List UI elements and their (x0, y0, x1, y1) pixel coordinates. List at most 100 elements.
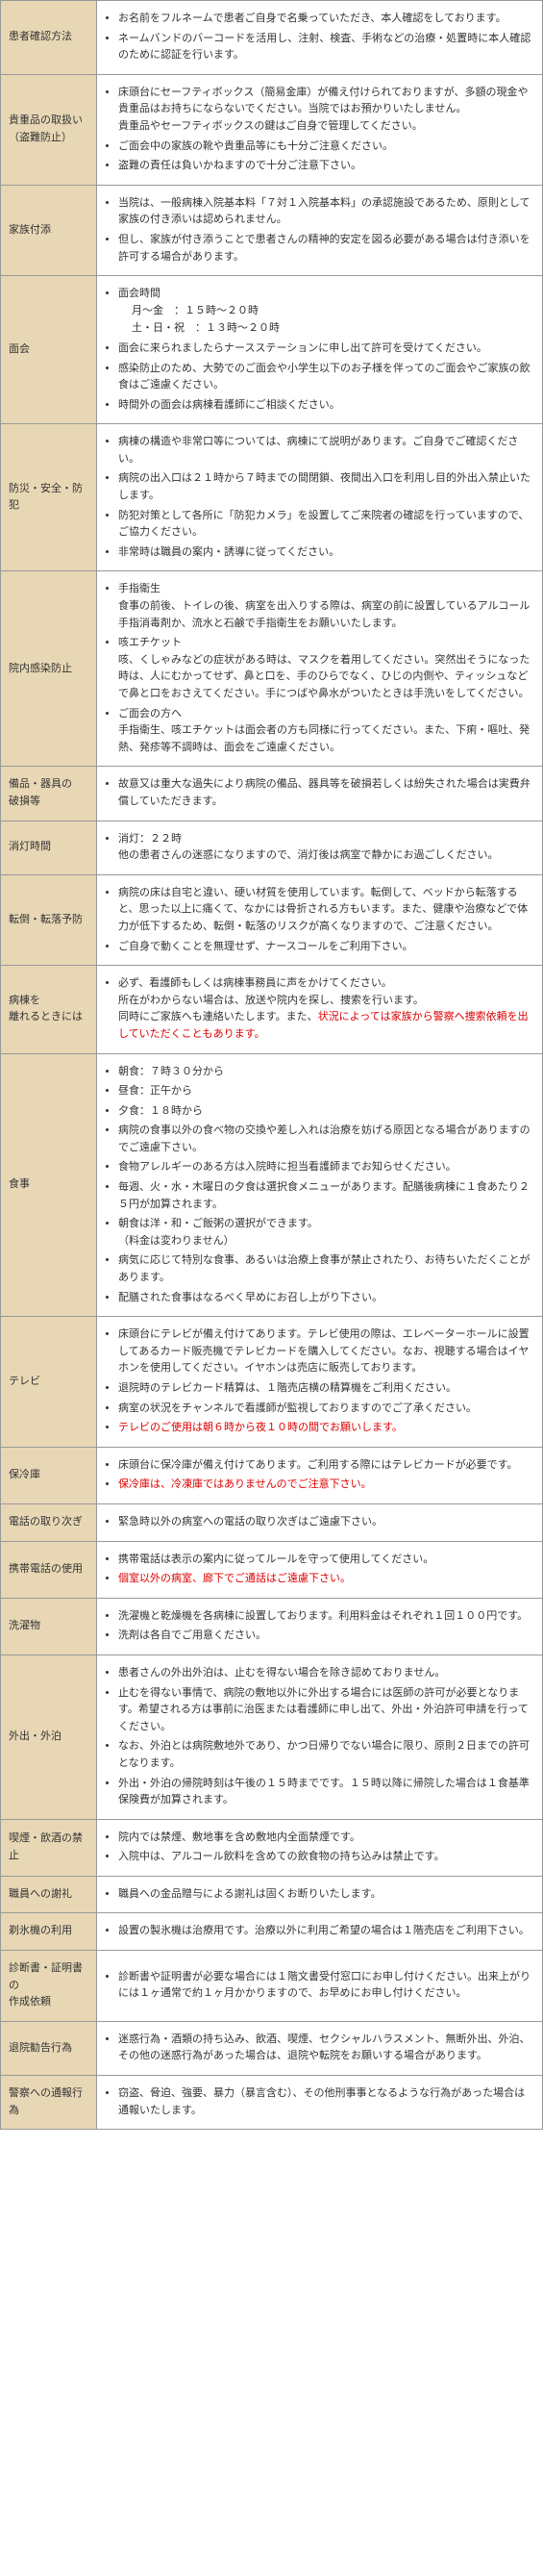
row-content: 床頭台にセーフティボックス（簡易金庫）が備え付けられておりますが、多額の現金や貴… (97, 74, 543, 185)
row-content: 当院は、一般病棟入院基本料「７対１入院基本料」の承認施設であるため、原則として家… (97, 185, 543, 275)
list-item: 携帯電話は表示の案内に従ってルールを守って使用してください。 (118, 1552, 534, 1569)
item-list: 面会時間月～金 ：１５時～２０時土・日・祝 ：１３時～２０時面会に来られましたら… (105, 286, 534, 414)
list-item: 朝食：７時３０分から (118, 1064, 534, 1081)
item-text: 当院は、一般病棟入院基本料「７対１入院基本料」の承認施設であるため、原則として家… (118, 197, 531, 226)
item-text: 迷惑行為・酒類の持ち込み、飲酒、喫煙、セクシャルハラスメント、無断外出、外泊、そ… (118, 2033, 531, 2062)
table-row: 洗濯物 洗濯機と乾燥機を各病棟に設置しております。利用料金はそれぞれ１回１００円で… (1, 1598, 543, 1654)
row-content: 手指衛生食事の前後、トイレの後、病室を出入りする際は、病室の前に設置しているアル… (97, 571, 543, 767)
list-item: 床頭台にセーフティボックス（簡易金庫）が備え付けられておりますが、多額の現金や貴… (118, 85, 534, 136)
row-label: 外出・外泊 (1, 1654, 97, 1819)
row-content: お名前をフルネームで患者ご自身で名乗っていただき、本人確認をしております。ネーム… (97, 1, 543, 75)
item-text: 窃盗、脅迫、強要、暴力（暴言含む）、その他刑事事となるような行為があった場合は通… (118, 2087, 525, 2116)
item-text-red: 個室以外の病室、廊下でご通話はご遠慮下さい。 (118, 1573, 351, 1584)
list-item: 緊急時以外の病室への電話の取り次ぎはご遠慮下さい。 (118, 1514, 534, 1531)
row-label: 洗濯物 (1, 1598, 97, 1654)
item-list: 緊急時以外の病室への電話の取り次ぎはご遠慮下さい。 (105, 1514, 534, 1531)
item-text: ご自身で動くことを無理せず、ナースコールをご利用下さい。 (118, 941, 413, 952)
list-item: 病気に応じて特別な食事、あるいは治療上食事が禁止されたり、お待ちいただくことがあ… (118, 1252, 534, 1286)
row-content: 携帯電話は表示の案内に従ってルールを守って使用してください。個室以外の病室、廊下… (97, 1541, 543, 1598)
table-row: 退院勧告行為迷惑行為・酒類の持ち込み、飲酒、喫煙、セクシャルハラスメント、無断外… (1, 2021, 543, 2075)
row-label: 退院勧告行為 (1, 2021, 97, 2075)
item-list: お名前をフルネームで患者ご自身で名乗っていただき、本人確認をしております。ネーム… (105, 11, 534, 64)
list-item: ご自身で動くことを無理せず、ナースコールをご利用下さい。 (118, 939, 534, 956)
list-item: 診断書や証明書が必要な場合には１階文書受付窓口にお申し付けください。出来上がりに… (118, 1969, 534, 2003)
row-label: 食事 (1, 1053, 97, 1317)
row-content: 消灯：２２時他の患者さんの迷惑になりますので、消灯後は病室で静かにお過ごしくださ… (97, 821, 543, 874)
table-row: 外出・外泊患者さんの外出外泊は、止むを得ない場合を除き認めておりません。止むを得… (1, 1654, 543, 1819)
row-content: 床頭台に保冷庫が備え付けてあります。ご利用する際にはテレビカードが必要です。保冷… (97, 1447, 543, 1503)
list-item: ご面会中の家族の靴や貴重品等にも十分ご注意ください。 (118, 139, 534, 156)
list-item: 面会時間月～金 ：１５時～２０時土・日・祝 ：１３時～２０時 (118, 286, 534, 338)
list-item: 止むを得ない事情で、病院の敷地以外に外出する場合には医師の許可が必要となります。… (118, 1685, 534, 1736)
item-text: 洗濯機と乾燥機を各病棟に設置しております。利用料金はそれぞれ１回１００円です。 (118, 1610, 528, 1622)
item-text: 退院時のテレビカード精算は、１階売店横の精算機をご利用ください。 (118, 1382, 457, 1394)
table-row: 面会面会時間月～金 ：１５時～２０時土・日・祝 ：１３時～２０時面会に来られまし… (1, 276, 543, 424)
table-row: 備品・器具の破損等故意又は重大な過失により病院の備品、器具等を破損若しくは紛失さ… (1, 767, 543, 821)
item-list: 手指衛生食事の前後、トイレの後、病室を出入りする際は、病室の前に設置しているアル… (105, 581, 534, 756)
table-row: 家族付添当院は、一般病棟入院基本料「７対１入院基本料」の承認施設であるため、原則… (1, 185, 543, 275)
list-item: 面会に来られましたらナースステーションに申し出て許可を受けてください。 (118, 341, 534, 358)
list-item: 洗濯機と乾燥機を各病棟に設置しております。利用料金はそれぞれ１回１００円です。 (118, 1608, 534, 1626)
list-item: 咳エチケット咳、くしゃみなどの症状がある時は、マスクを着用してください。突然出そ… (118, 635, 534, 702)
row-label: 電話の取り次ぎ (1, 1503, 97, 1541)
list-item: 個室以外の病室、廊下でご通話はご遠慮下さい。 (118, 1571, 534, 1588)
list-item: お名前をフルネームで患者ご自身で名乗っていただき、本人確認をしております。 (118, 11, 534, 28)
row-label: 転倒・転落予防 (1, 874, 97, 965)
row-label: 喫煙・飲酒の禁止 (1, 1819, 97, 1876)
list-item: 退院時のテレビカード精算は、１階売店横の精算機をご利用ください。 (118, 1380, 534, 1398)
row-label: 備品・器具の破損等 (1, 767, 97, 821)
list-item: 食物アレルギーのある方は入院時に担当看護師までお知らせください。 (118, 1159, 534, 1176)
item-text: 朝食：７時３０分から (118, 1066, 224, 1077)
list-item: 毎週、火・水・木曜日の夕食は選択食メニューがあります。配膳後病棟に１食あたり２５… (118, 1179, 534, 1213)
table-row: 消灯時間消灯：２２時他の患者さんの迷惑になりますので、消灯後は病室で静かにお過ご… (1, 821, 543, 874)
sub-text: 土・日・祝 ：１３時～２０時 (132, 320, 534, 338)
row-label: 保冷庫 (1, 1447, 97, 1503)
item-text: 朝食は洋・和・ご飯粥の選択ができます。（料金は変わりません） (118, 1218, 318, 1247)
row-content: 職員への金品贈与による謝礼は固くお断りいたします。 (97, 1876, 543, 1913)
item-text: 止むを得ない事情で、病院の敷地以外に外出する場合には医師の許可が必要となります。… (118, 1687, 529, 1732)
item-text: ネームバンドのバーコードを活用し、注射、検査、手術などの治療・処置時に本人確認の… (118, 33, 531, 62)
item-text: 携帯電話は表示の案内に従ってルールを守って使用してください。 (118, 1553, 433, 1565)
list-item: 夕食：１８時から (118, 1103, 534, 1121)
item-text: 入院中は、アルコール飲料を含めての飲食物の持ち込みは禁止です。 (118, 1851, 445, 1862)
item-text: 消灯：２２時他の患者さんの迷惑になりますので、消灯後は病室で静かにお過ごしくださ… (118, 833, 499, 862)
table-row: 転倒・転落予防病院の床は自宅と違い、硬い材質を使用しています。転倒して、ベッドか… (1, 874, 543, 965)
item-text: 患者さんの外出外泊は、止むを得ない場合を除き認めておりません。 (118, 1667, 445, 1679)
row-content: 緊急時以外の病室への電話の取り次ぎはご遠慮下さい。 (97, 1503, 543, 1541)
list-item: ネームバンドのバーコードを活用し、注射、検査、手術などの治療・処置時に本人確認の… (118, 31, 534, 64)
list-item: 設置の製氷機は治療用です。治療以外に利用ご希望の場合は１階売店をご利用下さい。 (118, 1923, 534, 1940)
row-content: 面会時間月～金 ：１５時～２０時土・日・祝 ：１３時～２０時面会に来られましたら… (97, 276, 543, 424)
row-label: 職員への謝礼 (1, 1876, 97, 1913)
item-list: 院内では禁煙、敷地事を含め敷地内全面禁煙です。入院中は、アルコール飲料を含めての… (105, 1830, 534, 1866)
row-label: 病棟を離れるときには (1, 966, 97, 1053)
list-item: 病室の状況をチャンネルで看護師が監視しておりますのでご了承ください。 (118, 1401, 534, 1418)
item-list: 携帯電話は表示の案内に従ってルールを守って使用してください。個室以外の病室、廊下… (105, 1552, 534, 1588)
item-text: 病院の食事以外の食べ物の交換や差し入れは治療を妨げる原因となる場合がありますので… (118, 1124, 531, 1153)
list-item: 患者さんの外出外泊は、止むを得ない場合を除き認めておりません。 (118, 1665, 534, 1682)
list-item: 非常時は職員の案内・誘導に従ってください。 (118, 544, 534, 562)
row-content: 患者さんの外出外泊は、止むを得ない場合を除き認めておりません。止むを得ない事情で… (97, 1654, 543, 1819)
table-row: 電話の取り次ぎ 緊急時以外の病室への電話の取り次ぎはご遠慮下さい。 (1, 1503, 543, 1541)
list-item: 床頭台に保冷庫が備え付けてあります。ご利用する際にはテレビカードが必要です。 (118, 1457, 534, 1475)
item-list: 病棟の構造や非常口等については、病棟にて説明があります。ご自身でご確認ください。… (105, 434, 534, 561)
list-item: 時間外の面会は病棟看護師にご相談ください。 (118, 397, 534, 415)
list-item: 手指衛生食事の前後、トイレの後、病室を出入りする際は、病室の前に設置しているアル… (118, 581, 534, 632)
item-list: 床頭台に保冷庫が備え付けてあります。ご利用する際にはテレビカードが必要です。保冷… (105, 1457, 534, 1494)
item-text: 床頭台にテレビが備え付けてあります。テレビ使用の際は、エレベーターホールに設置し… (118, 1328, 530, 1374)
item-text: 感染防止のため、大勢でのご面会や小学生以下のお子様を伴ってのご面会やご家族の飲食… (118, 363, 530, 391)
row-content: 院内では禁煙、敷地事を含め敷地内全面禁煙です。入院中は、アルコール飲料を含めての… (97, 1819, 543, 1876)
table-row: 食事朝食：７時３０分から昼食：正午から夕食：１８時から病院の食事以外の食べ物の交… (1, 1053, 543, 1317)
item-list: 職員への金品贈与による謝礼は固くお断りいたします。 (105, 1886, 534, 1904)
item-text: 床頭台にセーフティボックス（簡易金庫）が備え付けられておりますが、多額の現金や貴… (118, 87, 528, 132)
row-label: 警察への通報行為 (1, 2076, 97, 2130)
item-text: 夕食：１８時から (118, 1105, 203, 1117)
list-item: 朝食は洋・和・ご飯粥の選択ができます。（料金は変わりません） (118, 1216, 534, 1250)
item-list: 朝食：７時３０分から昼食：正午から夕食：１８時から病院の食事以外の食べ物の交換や… (105, 1064, 534, 1307)
row-label: 携帯電話の使用 (1, 1541, 97, 1598)
table-row: 保冷庫床頭台に保冷庫が備え付けてあります。ご利用する際にはテレビカードが必要です… (1, 1447, 543, 1503)
item-text: 手指衛生食事の前後、トイレの後、病室を出入りする際は、病室の前に設置しているアル… (118, 583, 530, 628)
item-text: お名前をフルネームで患者ご自身で名乗っていただき、本人確認をしております。 (118, 13, 506, 24)
item-text: なお、外泊とは病院敷地外であり、かつ日帰りでない場合に限り、原則２日までの許可と… (118, 1740, 530, 1769)
list-item: なお、外泊とは病院敷地外であり、かつ日帰りでない場合に限り、原則２日までの許可と… (118, 1738, 534, 1772)
item-text: 時間外の面会は病棟看護師にご相談ください。 (118, 399, 340, 411)
